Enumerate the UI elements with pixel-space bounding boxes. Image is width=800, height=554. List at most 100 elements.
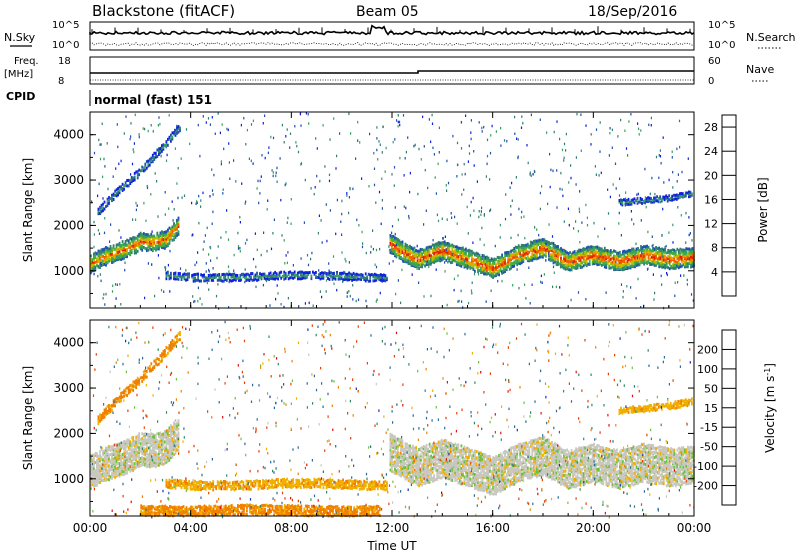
echo-cell [656,199,658,203]
echo-cell [609,261,612,265]
noise-cell [590,133,592,136]
noise-cell [479,238,481,241]
echo-cell [90,254,92,258]
echo-cell [278,274,281,278]
noise-cell [561,188,563,191]
echo-cell [614,250,617,254]
echo-cell [558,250,561,254]
echo-cell [328,277,331,281]
noise-cell [644,196,646,199]
echo-cell [508,250,511,254]
echo-cell [442,243,445,247]
echo-cell [391,458,393,462]
noise-cell [290,222,292,225]
echo-cell [465,257,467,261]
echo-cell [394,238,396,242]
noise-cell [585,124,587,127]
echo-cell [587,245,590,249]
noise-cell [565,132,567,136]
noise-cell [444,270,446,273]
noise-cell [549,185,551,189]
echo-cell [413,479,416,483]
echo-cell [407,245,410,249]
echo-cell [528,257,531,261]
noise-cell [198,194,200,198]
echo-cell [691,247,694,251]
echo-cell [683,252,686,256]
echo-cell [656,247,659,251]
noise-cell [578,210,581,213]
echo-cell [508,257,511,261]
echo-cell [585,252,588,256]
echo-cell [570,260,573,264]
echo-cell [93,252,95,256]
noise-cell [465,114,467,117]
echo-cell [671,194,674,198]
echo-cell [126,248,128,251]
noise-cell [315,137,317,140]
echo-cell [413,254,416,257]
noise-cell [381,277,383,281]
noise-cell [397,114,399,117]
echo-cell [634,258,636,262]
echo-cell [141,248,144,252]
echo-cell [141,240,144,244]
echo-cell [105,246,107,249]
echo-cell [531,252,534,256]
echo-cell [511,261,514,265]
noise-cell [490,134,492,137]
echo-cell [514,253,517,257]
echo-cell [406,258,408,262]
echo-cell [564,267,567,271]
noise-cell [638,127,640,131]
noise-cell [568,181,570,184]
echo-cell [542,247,544,251]
echo-cell [542,242,544,246]
echo-cell [468,256,470,260]
echo-cell [168,226,171,230]
echo-cell [492,268,494,272]
noise-cell [143,201,145,205]
echo-cell [425,256,428,260]
echo-cell [677,254,680,258]
echo-cell [511,253,514,257]
echo-cell [468,253,470,257]
echo-cell [434,250,437,254]
echo-cell [613,249,615,253]
noise-cell [570,176,572,180]
echo-cell [126,238,128,242]
echo-cell [498,262,500,265]
noise-cell [174,147,176,150]
noise-cell [485,175,487,178]
echo-cell [463,261,466,265]
echo-cell [570,255,573,258]
echo-cell [619,263,621,267]
noise-cell [556,206,558,209]
echo-cell [398,245,401,249]
echo-cell [144,162,147,166]
noise-cell [532,173,534,176]
echo-cell [638,263,641,267]
echo-cell [575,266,577,270]
noise-cell [622,295,624,299]
noise-cell [325,203,327,206]
echo-cell [394,252,396,256]
noise-cell [491,124,493,128]
noise-cell [307,263,310,267]
echo-cell [436,254,439,258]
echo-cell [179,272,181,276]
echo-cell [463,248,466,252]
noise-cell [417,192,419,196]
echo-cell [582,257,585,261]
echo-cell [236,274,239,277]
echo-cell [475,265,478,269]
echo-cell [493,266,496,270]
noise-cell [446,303,448,307]
echo-cell [590,247,593,251]
echo-cell [412,258,414,262]
echo-cell [508,261,511,264]
echo-cell [576,253,579,257]
echo-cell [421,252,423,256]
cpid-value: normal (fast) 151 [94,93,212,107]
echo-cell [440,244,443,248]
